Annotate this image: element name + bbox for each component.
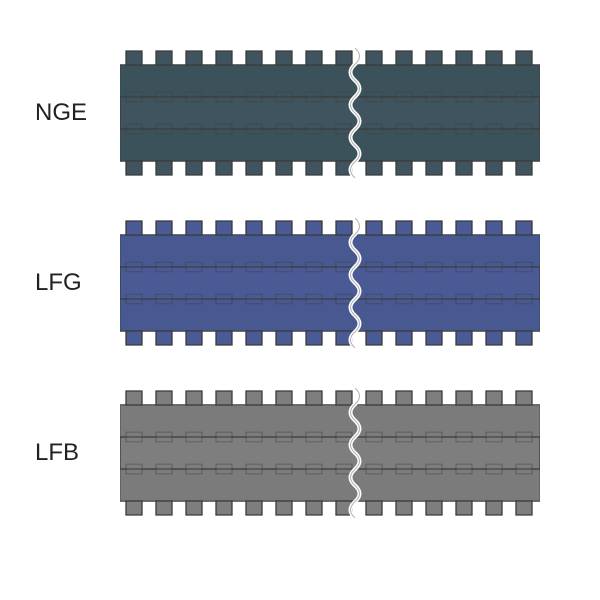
belt-swatch — [120, 48, 540, 178]
belt-swatch — [120, 218, 540, 348]
material-code-label: LFB — [35, 441, 105, 465]
material-swatch-panel: NGE LFG LFB — [0, 0, 600, 600]
material-code-label: LFG — [35, 271, 105, 295]
material-code-label: NGE — [35, 101, 105, 125]
belt-swatch — [120, 388, 540, 518]
